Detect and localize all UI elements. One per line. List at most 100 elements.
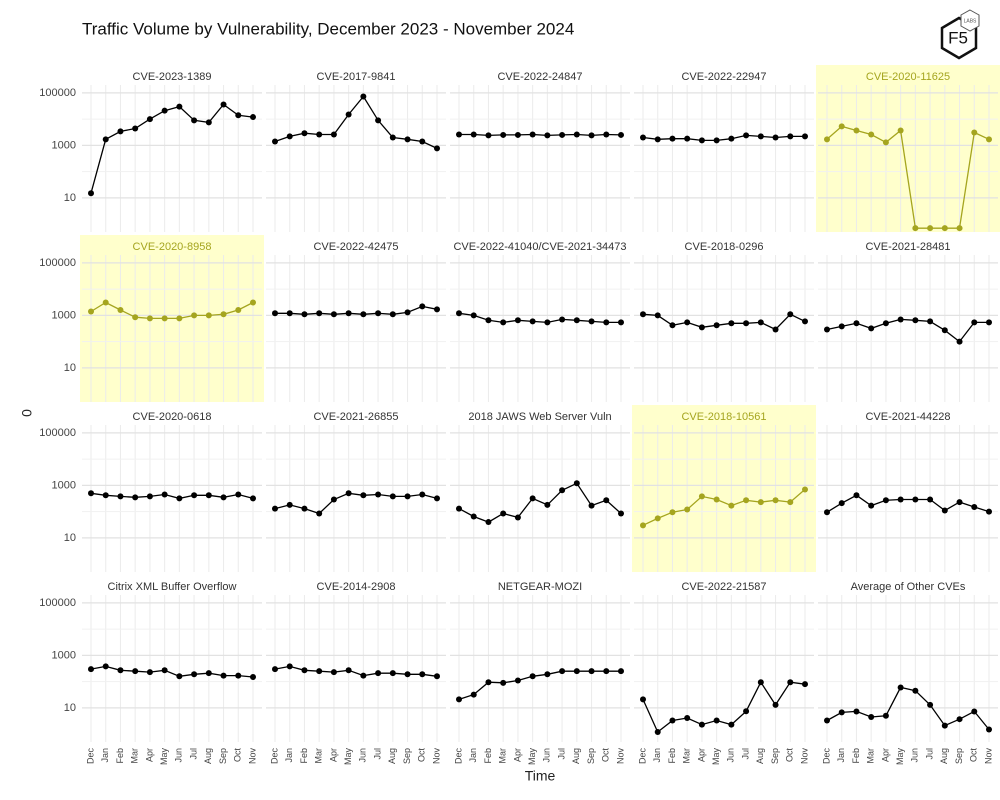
data-point: [853, 492, 860, 499]
data-point: [669, 717, 676, 724]
x-tick-label: Nov: [799, 748, 809, 765]
x-axis-title: Time: [525, 768, 556, 784]
data-point: [669, 509, 676, 516]
data-point: [88, 308, 94, 315]
data-point: [529, 318, 536, 325]
data-point: [117, 128, 124, 135]
data-point: [544, 319, 551, 326]
data-point: [404, 493, 411, 500]
x-tick-label: Jun: [358, 748, 368, 763]
data-point: [971, 319, 978, 326]
x-tick-label: Jan: [468, 748, 478, 763]
x-tick-label: Jan: [836, 748, 846, 763]
data-point: [470, 513, 477, 520]
data-point: [286, 310, 293, 317]
data-point: [389, 670, 396, 677]
data-point: [713, 322, 720, 329]
data-point: [588, 318, 595, 325]
x-tick-label: Mar: [130, 748, 140, 764]
x-tick-label: Dec: [453, 748, 463, 765]
data-point: [956, 499, 963, 506]
data-point: [205, 119, 212, 126]
data-point: [588, 132, 595, 139]
data-point: [787, 311, 794, 318]
y-tick-label: 1000: [52, 139, 76, 151]
panel-title: CVE-2018-10561: [681, 411, 766, 423]
data-point: [824, 509, 830, 516]
data-point: [220, 494, 227, 501]
data-point: [191, 117, 198, 124]
data-point: [529, 495, 536, 502]
data-point: [419, 491, 426, 498]
x-tick-label: Sep: [586, 748, 596, 764]
y-tick-label: 100000: [39, 87, 76, 99]
data-point: [360, 311, 367, 318]
data-point: [132, 668, 139, 675]
data-point: [588, 502, 595, 509]
x-tick-label: Apr: [512, 748, 522, 762]
data-point: [345, 310, 352, 317]
data-point: [654, 515, 661, 522]
data-point: [419, 138, 426, 145]
data-point: [640, 696, 646, 703]
data-point: [573, 668, 580, 675]
x-tick-label: Nov: [431, 748, 441, 765]
data-point: [191, 671, 198, 678]
x-tick-label: Apr: [880, 748, 890, 762]
data-point: [514, 317, 521, 324]
data-point: [956, 716, 963, 723]
x-tick-label: Aug: [387, 748, 397, 764]
data-point: [330, 669, 337, 676]
x-tick-label: Oct: [785, 748, 795, 763]
data-point: [787, 499, 794, 506]
panel-title: CVE-2018-0296: [685, 241, 764, 253]
data-point: [544, 671, 551, 678]
data-point: [603, 131, 610, 138]
data-point: [235, 672, 242, 679]
data-point: [772, 134, 779, 141]
x-tick-label: Jul: [924, 748, 934, 760]
data-point: [757, 499, 764, 506]
data-point: [868, 131, 875, 138]
data-point: [757, 133, 764, 140]
data-point: [559, 668, 566, 675]
data-point: [205, 670, 212, 677]
data-point: [603, 319, 610, 326]
x-tick-label: Jul: [556, 748, 566, 760]
data-point: [161, 667, 168, 674]
data-point: [117, 667, 124, 674]
data-point: [456, 131, 462, 138]
x-tick-label: May: [159, 748, 169, 766]
data-point: [559, 131, 566, 138]
data-point: [102, 663, 109, 670]
data-point: [117, 493, 124, 500]
data-point: [456, 505, 462, 512]
data-point: [272, 505, 278, 512]
data-point: [669, 322, 676, 329]
data-point: [176, 673, 183, 680]
data-point: [684, 135, 691, 142]
data-point: [640, 134, 646, 141]
y-tick-label: 10: [64, 702, 76, 714]
data-point: [684, 319, 691, 326]
logo-subtext: LABS: [964, 18, 977, 24]
data-point: [728, 502, 735, 509]
data-point: [220, 672, 227, 679]
y-tick-label: 100000: [39, 257, 76, 269]
data-point: [927, 701, 934, 708]
data-point: [669, 135, 676, 142]
logo-text: F5: [948, 28, 968, 47]
series-line: [274, 492, 438, 515]
data-point: [250, 495, 256, 502]
data-point: [787, 133, 794, 140]
data-point: [912, 687, 919, 694]
data-point: [330, 496, 337, 503]
data-point: [941, 327, 948, 334]
x-tick-label: Sep: [218, 748, 228, 764]
x-tick-label: Oct: [417, 748, 427, 763]
series-line: [459, 133, 622, 137]
data-point: [986, 319, 992, 326]
data-point: [88, 490, 94, 497]
x-tick-label: Jul: [740, 748, 750, 760]
data-point: [824, 717, 830, 724]
